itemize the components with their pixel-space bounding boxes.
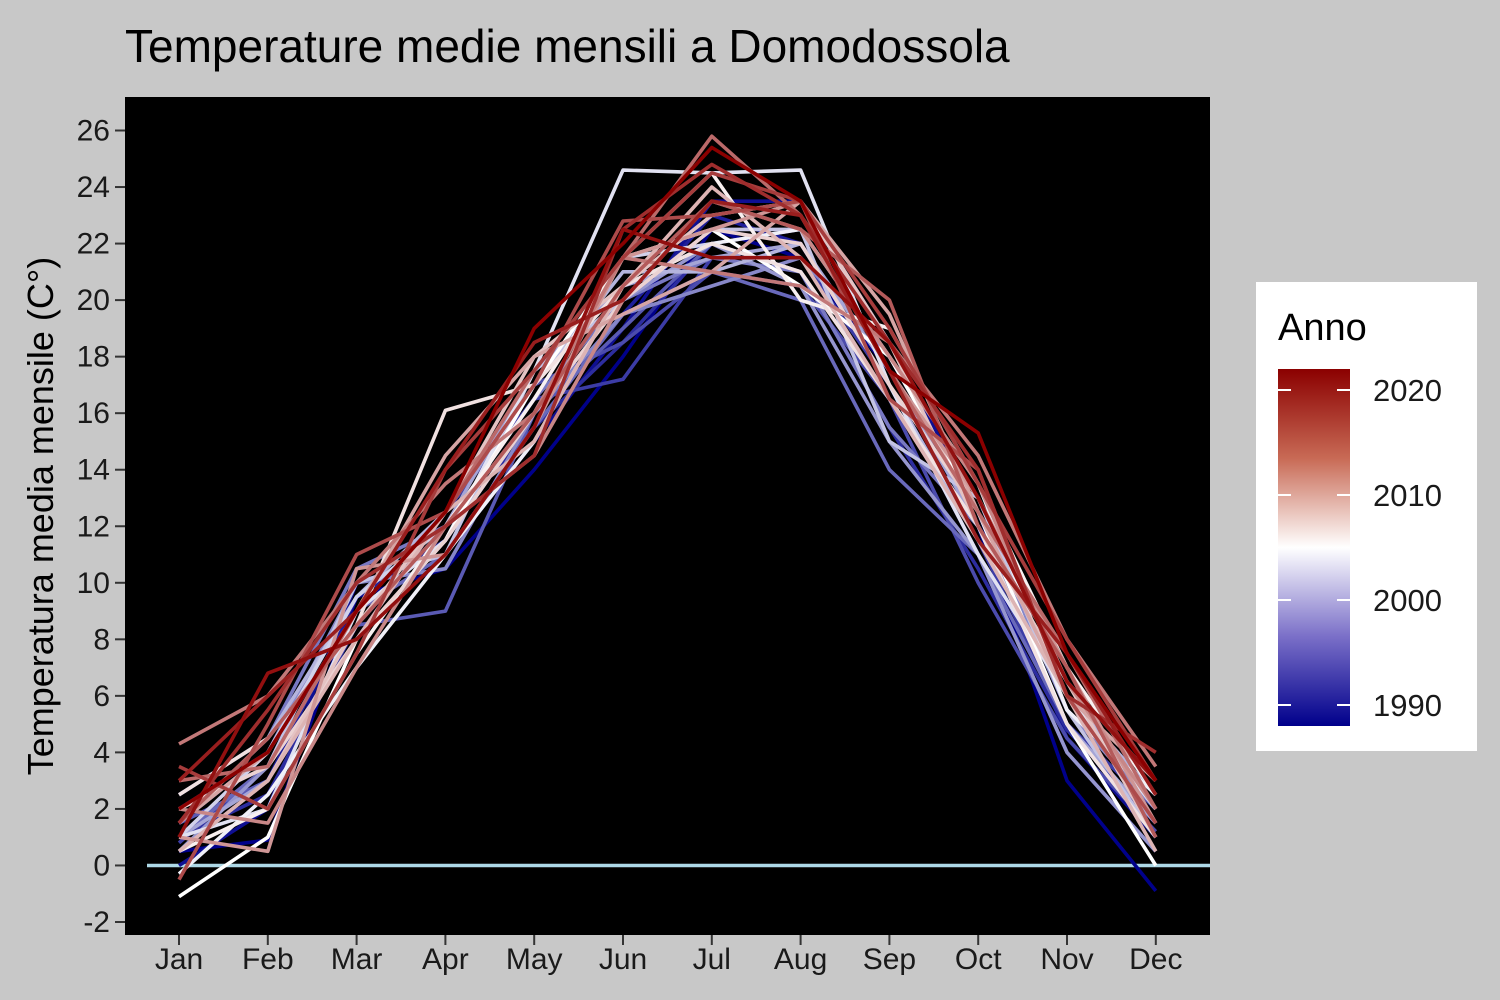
x-tick-label: Jun xyxy=(599,943,647,976)
x-tick-label: Feb xyxy=(242,943,294,976)
x-axis: Jan Feb Mar Apr May Jun Jul Aug Sep Oct Nov Dec xyxy=(155,935,1182,976)
y-tick-label: 2 xyxy=(93,793,110,826)
series-line-2021 xyxy=(177,227,1158,839)
legend-colorbar xyxy=(1278,369,1350,726)
y-tick-label: 12 xyxy=(77,510,110,543)
y-tick-label: 26 xyxy=(77,115,110,148)
x-tick-label: Oct xyxy=(955,943,1002,976)
y-axis-title: Temperatura media mensile (C°) xyxy=(20,257,61,776)
y-tick-label: 6 xyxy=(93,680,110,713)
x-tick-label: Jan xyxy=(155,943,203,976)
x-tick-label: Dec xyxy=(1129,943,1182,976)
y-tick-label: 24 xyxy=(77,171,110,204)
x-tick-label: Mar xyxy=(331,943,383,976)
y-tick-label: 16 xyxy=(77,397,110,430)
x-tick-label: Aug xyxy=(774,943,827,976)
series-line-2022 xyxy=(178,145,1158,811)
legend-label: 2010 xyxy=(1373,478,1442,513)
series-line-2010 xyxy=(177,185,1158,853)
y-tick-label: 18 xyxy=(77,341,110,374)
y-tick-label: 20 xyxy=(77,284,110,317)
series-line-2020 xyxy=(177,199,1158,796)
series-lines xyxy=(147,134,1210,899)
plot-panel xyxy=(125,97,1210,935)
y-tick-label: 4 xyxy=(93,736,110,769)
x-tick-label: Jul xyxy=(693,943,731,976)
legend-label: 2000 xyxy=(1373,583,1442,618)
x-tick-label: Nov xyxy=(1040,943,1093,976)
legend-title: Anno xyxy=(1278,307,1367,349)
y-tick-label: 22 xyxy=(77,228,110,261)
chart-title: Temperature medie mensili a Domodossola xyxy=(125,20,1010,72)
x-tick-label: Sep xyxy=(863,943,916,976)
legend: Anno 1990 2000 2010 2020 xyxy=(1256,282,1477,751)
y-tick-label: 0 xyxy=(93,849,110,882)
x-tick-label: Apr xyxy=(422,943,469,976)
y-tick-label: 10 xyxy=(77,567,110,600)
legend-ticks: 1990 2000 2010 2020 xyxy=(1278,373,1442,723)
y-tick-label: 14 xyxy=(77,454,110,487)
x-tick-label: May xyxy=(506,943,563,976)
y-tick-label: -2 xyxy=(83,906,110,939)
legend-label: 2020 xyxy=(1373,373,1442,408)
y-tick-label: 8 xyxy=(93,623,110,656)
legend-label: 1990 xyxy=(1373,688,1442,723)
